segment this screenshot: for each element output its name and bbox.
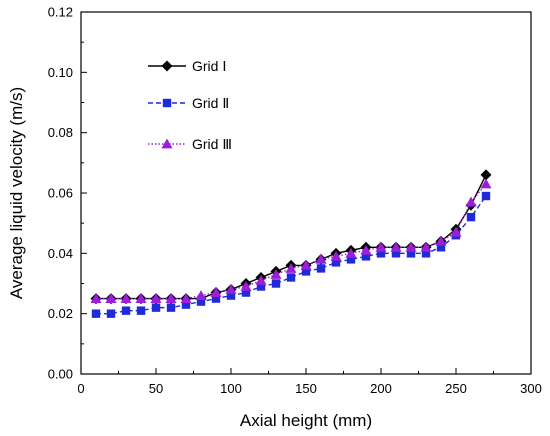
x-tick-label: 50: [149, 381, 163, 396]
square-marker: [466, 212, 476, 222]
triangle-marker: [165, 293, 177, 303]
triangle-marker: [420, 241, 432, 252]
x-tick-label: 0: [77, 381, 84, 396]
square-marker: [256, 282, 266, 291]
triangle-marker: [405, 241, 417, 252]
triangle-marker: [270, 268, 282, 279]
x-tick-label: 200: [370, 381, 392, 396]
square-marker: [136, 306, 146, 315]
square-marker: [331, 258, 341, 267]
square-marker: [211, 294, 221, 303]
x-tick-label: 100: [220, 381, 242, 396]
y-tick-label: 0.00: [48, 367, 73, 382]
y-tick-label: 0.04: [48, 246, 73, 261]
square-marker: [481, 191, 491, 201]
legend: Grid Ⅰ Grid Ⅱ Grid Ⅲ: [148, 58, 232, 152]
triangle-marker: [480, 178, 492, 189]
triangle-marker: [450, 226, 462, 237]
square-marker: [421, 249, 431, 258]
y-tick-label: 0.02: [48, 306, 73, 321]
square-marker: [196, 297, 206, 306]
series-3: [90, 178, 492, 303]
triangle-marker: [150, 293, 162, 303]
square-marker: [346, 255, 356, 264]
square-marker: [286, 273, 296, 282]
data-series: [90, 169, 492, 318]
square-marker: [121, 306, 131, 315]
legend-label: Grid Ⅰ: [192, 58, 226, 74]
legend-label: Grid Ⅲ: [192, 136, 232, 152]
triangle-marker: [345, 247, 357, 258]
triangle-marker: [135, 293, 147, 303]
y-axis-label: Average liquid velocity (m/s): [7, 87, 26, 299]
triangle-marker: [240, 281, 252, 291]
triangle-marker: [225, 284, 237, 294]
triangle-marker: [465, 196, 477, 207]
triangle-marker: [435, 235, 447, 246]
diamond-marker: [161, 60, 173, 72]
triangle-marker: [360, 244, 372, 255]
x-tick-label: 300: [520, 381, 542, 396]
square-marker: [162, 98, 172, 108]
axis-ticks: 0 50 100 150 200 250 300 0.00 0.02 0.04 0.06 0.08 0.…: [48, 5, 542, 397]
square-marker: [301, 267, 311, 276]
legend-item-1: Grid Ⅰ: [148, 58, 226, 74]
legend-label: Grid Ⅱ: [192, 95, 229, 111]
y-tick-label: 0.08: [48, 125, 73, 140]
triangle-marker: [390, 241, 402, 252]
square-marker: [271, 279, 281, 288]
square-marker: [226, 291, 236, 300]
triangle-marker: [105, 293, 117, 303]
square-marker: [436, 243, 446, 252]
triangle-marker: [375, 241, 387, 252]
y-tick-label: 0.10: [48, 65, 73, 80]
triangle-marker: [285, 262, 297, 273]
series-1: [90, 169, 492, 305]
x-tick-label: 150: [295, 381, 317, 396]
y-tick-label: 0.12: [48, 5, 73, 20]
triangle-marker: [210, 287, 222, 297]
square-marker: [181, 300, 191, 309]
triangle-marker: [330, 250, 342, 261]
diamond-marker: [480, 169, 492, 181]
square-marker: [406, 249, 416, 258]
square-marker: [106, 309, 116, 318]
square-marker: [241, 288, 251, 297]
y-tick-label: 0.06: [48, 186, 73, 201]
triangle-marker: [180, 293, 192, 303]
square-marker: [391, 249, 401, 258]
legend-item-3: Grid Ⅲ: [148, 136, 232, 152]
x-axis-label: Axial height (mm): [240, 411, 372, 430]
triangle-marker: [255, 274, 267, 285]
x-tick-label: 250: [445, 381, 467, 396]
triangle-marker: [195, 290, 207, 300]
square-marker: [376, 249, 386, 258]
square-marker: [316, 264, 326, 273]
triangle-marker: [161, 138, 173, 149]
square-marker: [91, 309, 101, 318]
square-marker: [166, 303, 176, 312]
series-line: [96, 195, 487, 315]
square-marker: [361, 252, 371, 261]
triangle-marker: [90, 293, 102, 303]
square-marker: [151, 303, 161, 312]
triangle-marker: [300, 259, 312, 270]
legend-item-2: Grid Ⅱ: [148, 95, 229, 111]
triangle-marker: [120, 293, 132, 303]
triangle-marker: [315, 253, 327, 264]
